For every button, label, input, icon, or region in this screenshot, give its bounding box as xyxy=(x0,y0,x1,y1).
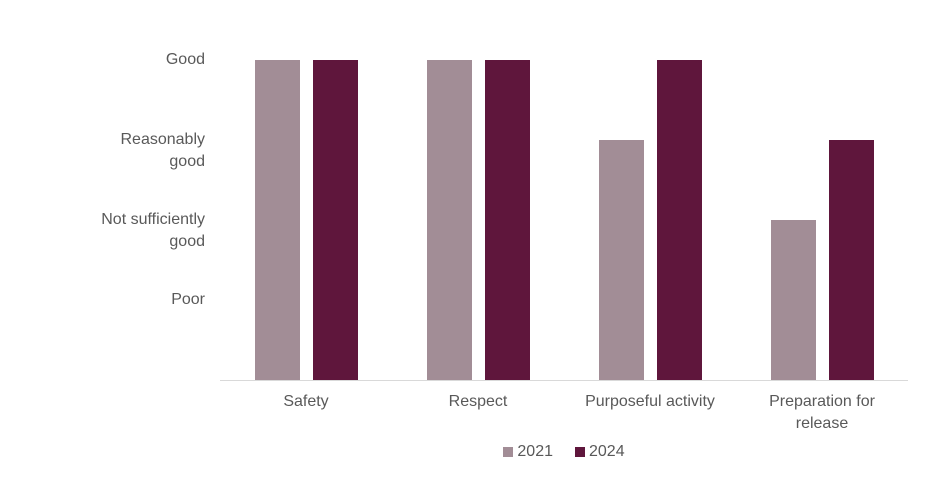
x-category-label: Respect xyxy=(448,393,508,410)
y-tick-label: Not sufficiently good xyxy=(101,211,205,250)
y-tick-label: Good xyxy=(165,51,205,68)
y-tick-label: Reasonably good xyxy=(120,131,206,170)
bar-2021 xyxy=(426,60,472,380)
bar-2024 xyxy=(484,60,530,380)
bar-2021 xyxy=(598,140,644,380)
bar-2024 xyxy=(312,60,358,380)
legend-label: 2021 xyxy=(517,443,553,460)
x-axis-line xyxy=(220,380,908,381)
x-category-label: Purposeful activity xyxy=(585,393,715,410)
bar-2024 xyxy=(656,60,702,380)
bar-2024 xyxy=(828,140,874,380)
legend-label: 2024 xyxy=(589,443,625,460)
y-tick-label: Poor xyxy=(171,291,205,308)
bar-2021 xyxy=(254,60,300,380)
bar-2021 xyxy=(770,220,816,380)
x-category-label: Preparation for release xyxy=(769,393,875,432)
legend-swatch-icon xyxy=(575,447,585,457)
legend-swatch-icon xyxy=(503,447,514,457)
legend-item-2021: 2021 xyxy=(503,444,553,460)
x-category-label: Safety xyxy=(283,393,329,410)
legend: 2021 2024 xyxy=(220,444,908,460)
legend-item-2024: 2024 xyxy=(575,444,625,460)
